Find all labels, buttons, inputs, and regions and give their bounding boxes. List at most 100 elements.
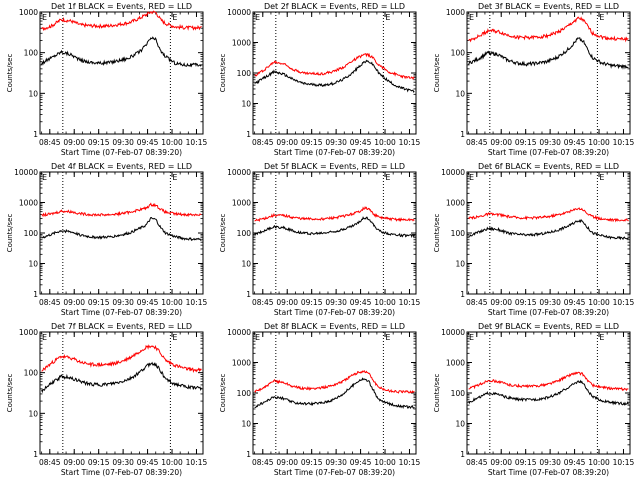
x-tick-label: 09:00 [63, 458, 85, 467]
y-tick-label: 1000 [19, 328, 38, 337]
marker-label-right: E [385, 173, 390, 182]
marker-label-right: E [385, 333, 390, 342]
y-axis-label: Counts/sec [219, 54, 227, 93]
plot-frame [39, 331, 204, 455]
y-tick-label: 1 [246, 130, 251, 139]
x-tick-label: 10:00 [588, 138, 610, 147]
x-tick-label: 08:45 [466, 458, 488, 467]
panel-title: Det 9f BLACK = Events, RED = LLD [478, 322, 619, 331]
y-tick-label: 1 [33, 450, 38, 459]
y-tick-label: 1 [460, 290, 465, 299]
lld-series-line [41, 10, 202, 32]
x-axis-label: Start Time (07-Feb-07 08:39:20) [488, 468, 609, 477]
x-axis-label: Start Time (07-Feb-07 08:39:20) [61, 148, 182, 157]
events-series-line [41, 216, 202, 242]
events-series-line [41, 36, 202, 68]
plot-frame [466, 11, 631, 135]
marker-label-left: E [255, 173, 260, 182]
x-tick-label: 10:15 [613, 138, 635, 147]
x-tick-label: 09:15 [301, 138, 323, 147]
x-tick-label: 09:00 [63, 138, 85, 147]
panel-det-6: Det 6f BLACK = Events, RED = LLD 1 10 100 10… [433, 162, 635, 317]
x-tick-label: 09:15 [515, 138, 537, 147]
y-tick-label: 1000 [446, 8, 465, 17]
x-tick-label: 10:15 [399, 298, 421, 307]
x-tick-label: 10:15 [186, 298, 208, 307]
events-series-line [254, 216, 415, 239]
marker-label-right: E [385, 13, 390, 22]
events-series-line [468, 37, 629, 70]
marker-label-left: E [469, 13, 474, 22]
y-tick-label: 10 [455, 89, 465, 98]
y-axis-label: Counts/sec [433, 54, 441, 93]
x-tick-label: 10:00 [374, 298, 396, 307]
y-tick-label: 10000 [441, 328, 465, 337]
panel-det-1: Det 1f BLACK = Events, RED = LLD 1 10 100 10… [6, 2, 208, 157]
y-tick-label: 100 [237, 69, 252, 78]
events-series-line [254, 377, 415, 410]
y-tick-label: 100 [237, 229, 252, 238]
y-tick-label: 10000 [441, 168, 465, 177]
x-tick-label: 09:45 [137, 138, 159, 147]
panel-title: Det 7f BLACK = Events, RED = LLD [51, 322, 192, 331]
lld-series-line [468, 207, 629, 223]
marker-label-left: E [42, 13, 47, 22]
lld-series-line [468, 16, 629, 43]
events-series-line [468, 379, 629, 406]
x-tick-label: 09:45 [350, 298, 372, 307]
y-tick-label: 100 [24, 229, 39, 238]
marker-label-left: E [42, 173, 47, 182]
marker-label-left: E [42, 333, 47, 342]
x-tick-label: 08:45 [39, 298, 61, 307]
x-tick-label: 09:30 [112, 298, 134, 307]
x-tick-label: 09:15 [88, 138, 110, 147]
panel-det-8: Det 8f BLACK = Events, RED = LLD 1 10 100 10… [219, 322, 421, 477]
x-tick-label: 09:15 [301, 458, 323, 467]
x-axis-label: Start Time (07-Feb-07 08:39:20) [61, 468, 182, 477]
y-tick-label: 10 [241, 100, 251, 109]
x-tick-label: 10:15 [399, 138, 421, 147]
x-tick-label: 09:15 [88, 298, 110, 307]
x-tick-label: 10:00 [374, 138, 396, 147]
x-tick-label: 09:15 [301, 298, 323, 307]
x-tick-label: 08:45 [466, 298, 488, 307]
y-tick-label: 1 [460, 130, 465, 139]
x-tick-label: 09:30 [539, 138, 561, 147]
x-tick-label: 09:15 [515, 298, 537, 307]
y-tick-label: 1 [246, 450, 251, 459]
x-tick-label: 09:45 [564, 138, 586, 147]
y-tick-label: 1 [460, 450, 465, 459]
y-tick-label: 10 [455, 420, 465, 429]
lld-series-line [254, 52, 415, 81]
y-tick-label: 10000 [227, 8, 251, 17]
y-tick-label: 10 [28, 260, 38, 269]
x-tick-label: 08:45 [39, 138, 61, 147]
y-tick-label: 1000 [232, 359, 251, 368]
x-axis-label: Start Time (07-Feb-07 08:39:20) [488, 308, 609, 317]
y-axis-label: Counts/sec [433, 374, 441, 413]
panel-title: Det 1f BLACK = Events, RED = LLD [51, 2, 192, 11]
panel-title: Det 5f BLACK = Events, RED = LLD [264, 162, 405, 171]
lld-series-line [41, 202, 202, 218]
x-tick-label: 10:15 [399, 458, 421, 467]
y-tick-label: 10000 [227, 328, 251, 337]
panel-det-5: Det 5f BLACK = Events, RED = LLD 1 10 100 10… [219, 162, 421, 317]
marker-label-right: E [172, 333, 177, 342]
panel-title: Det 8f BLACK = Events, RED = LLD [264, 322, 405, 331]
panel-det-2: Det 2f BLACK = Events, RED = LLD 1 10 100 10… [219, 2, 421, 157]
plot-frame [39, 11, 204, 135]
x-tick-label: 08:45 [252, 298, 274, 307]
x-tick-label: 10:15 [186, 458, 208, 467]
y-axis-label: Counts/sec [6, 374, 14, 413]
panel-title: Det 6f BLACK = Events, RED = LLD [478, 162, 619, 171]
y-tick-label: 1 [246, 290, 251, 299]
x-tick-label: 09:00 [490, 138, 512, 147]
x-tick-label: 10:00 [161, 138, 183, 147]
x-tick-label: 09:45 [564, 458, 586, 467]
y-tick-label: 100 [24, 369, 39, 378]
events-series-line [468, 218, 629, 241]
y-tick-label: 10000 [14, 168, 38, 177]
x-tick-label: 09:15 [88, 458, 110, 467]
